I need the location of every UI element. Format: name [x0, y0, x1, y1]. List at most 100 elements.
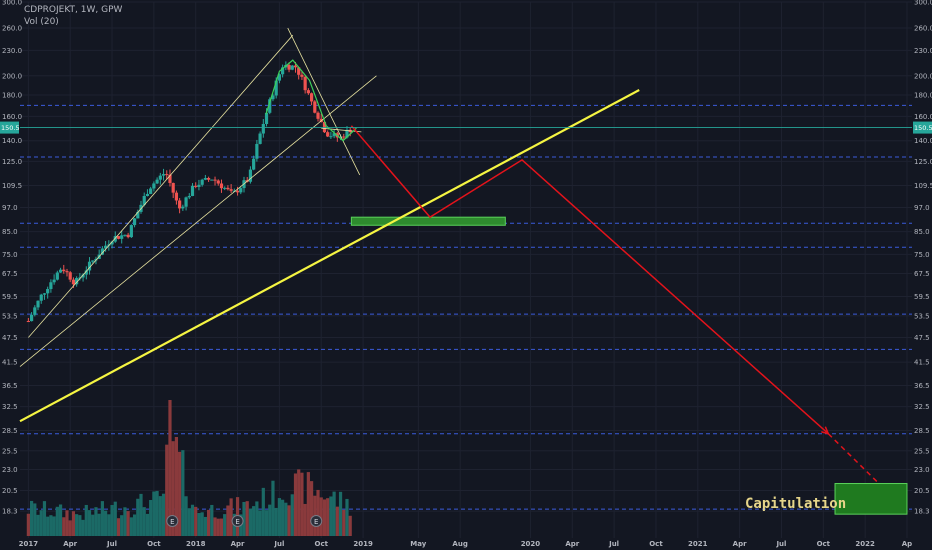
volume-bar — [206, 509, 211, 536]
volume-bar — [242, 501, 246, 536]
volume-bar — [326, 498, 330, 536]
volume-bar — [252, 506, 256, 536]
x-tick-label: 2018 — [186, 540, 206, 548]
y-tick-label-right: 260.0 — [914, 25, 932, 33]
y-tick-label-left: 75.0 — [2, 251, 18, 259]
volume-bar — [264, 510, 269, 536]
y-tick-label-right: 47.5 — [914, 334, 930, 342]
volume-bar — [107, 514, 111, 536]
candle-body — [52, 279, 56, 283]
volume-bar — [165, 444, 169, 536]
y-tick-label-left: 18.3 — [2, 508, 18, 516]
volume-bar — [171, 441, 175, 536]
volume-bar — [149, 500, 153, 536]
candle-body — [197, 184, 201, 187]
earnings-marker-label: E — [170, 518, 174, 526]
volume-bar — [139, 493, 143, 536]
volume-bar — [322, 499, 327, 536]
candle-body — [277, 74, 281, 81]
volume-bar — [248, 508, 253, 536]
candle-body — [161, 174, 166, 176]
y-tick-label-left: 85.0 — [2, 228, 18, 236]
candle-body — [342, 136, 346, 138]
candle-body — [91, 260, 95, 262]
volume-bar — [81, 519, 85, 536]
volume-bar — [284, 502, 288, 536]
x-tick-label: May — [410, 540, 426, 548]
candle-body — [142, 195, 146, 205]
current-price-label-left: 150.5 — [1, 124, 20, 132]
candle-body — [184, 197, 188, 207]
volume-bar — [216, 518, 220, 536]
volume-bar — [136, 498, 140, 536]
candle-body — [49, 282, 53, 290]
candle-body — [33, 307, 37, 315]
volume-bar — [71, 511, 76, 536]
y-tick-label-right: 97.0 — [914, 204, 930, 212]
volume-bar — [84, 504, 88, 536]
volume-bar — [33, 503, 37, 536]
candle-body — [271, 95, 275, 100]
y-tick-label-left: 59.5 — [2, 293, 18, 301]
volume-bar — [203, 516, 207, 536]
volume-bar — [281, 499, 285, 536]
x-tick-label: Apr — [565, 540, 579, 548]
volume-bar — [290, 494, 294, 536]
candle-body — [165, 174, 169, 176]
y-tick-label-right: 36.5 — [914, 382, 930, 390]
candle-body — [152, 183, 156, 189]
y-tick-label-right: 28.5 — [914, 427, 930, 435]
earnings-marker — [166, 515, 179, 527]
volume-bar — [75, 514, 79, 536]
x-tick-label: Jul — [106, 540, 117, 548]
candle-body — [316, 112, 320, 119]
y-tick-label-left: 125.0 — [2, 158, 22, 166]
y-tick-label-left: 23.0 — [2, 466, 18, 474]
x-tick-label: Oct — [817, 540, 831, 548]
channel-upper-line — [28, 34, 294, 338]
y-tick-label-left: 67.5 — [2, 270, 18, 278]
volume-bar — [129, 517, 133, 536]
x-tick-label: Apr — [733, 540, 747, 548]
candle-body — [297, 67, 301, 75]
volume-bar — [174, 436, 179, 536]
volume-bar — [190, 504, 195, 536]
candle-body — [78, 277, 82, 279]
y-tick-label-left: 300.0 — [2, 0, 22, 7]
candle-body — [62, 269, 66, 272]
volume-bar — [158, 496, 162, 536]
earnings-marker — [231, 515, 244, 527]
candle-body — [219, 183, 224, 189]
x-tick-label: Oct — [649, 540, 663, 548]
x-tick-label: Jul — [775, 540, 786, 548]
rounding-top-arc — [265, 59, 357, 142]
candle-body — [258, 133, 262, 144]
candle-body — [174, 192, 179, 201]
y-tick-label-left: 47.5 — [2, 334, 18, 342]
y-tick-label-left: 28.5 — [2, 427, 18, 435]
x-tick-label: 2020 — [521, 540, 541, 548]
current-price-tag-right — [913, 121, 932, 134]
y-tick-label-right: 59.5 — [914, 293, 930, 301]
candle-body — [309, 93, 314, 102]
y-tick-label-right: 200.0 — [914, 72, 932, 80]
candle-body — [55, 272, 59, 280]
y-tick-label-left: 32.5 — [2, 403, 18, 411]
candle-body — [26, 321, 30, 323]
chart-legend: CDPROJEKT, 1W, GPW Vol (20) — [24, 4, 122, 28]
candle-body — [132, 218, 137, 226]
candle-body — [100, 248, 104, 255]
y-tick-label-right: 85.0 — [914, 228, 930, 236]
candle-body — [136, 211, 140, 219]
volume-bar — [303, 503, 307, 536]
volume-bar — [110, 505, 114, 536]
candle-body — [36, 300, 40, 308]
volume-bar — [271, 480, 275, 536]
y-tick-label-left: 41.5 — [2, 359, 18, 367]
candle-body — [329, 136, 333, 138]
volume-bar — [258, 510, 262, 536]
x-tick-label: Jul — [608, 540, 619, 548]
candle-body — [158, 175, 162, 180]
volume-bar — [116, 518, 121, 536]
